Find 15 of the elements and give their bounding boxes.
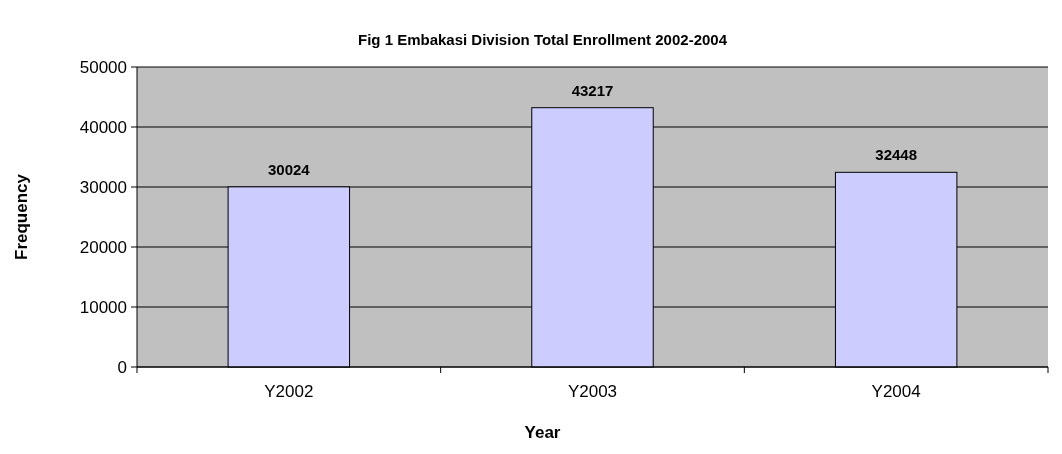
x-tick-label: Y2003: [567, 382, 618, 401]
y-tick-label: 10000: [79, 297, 127, 317]
x-axis-title: Year: [524, 423, 561, 442]
data-label: 30024: [267, 160, 311, 178]
data-label: 32448: [875, 146, 918, 164]
y-tick-label: 20000: [79, 237, 127, 257]
chart-title: Fig 1 Embakasi Division Total Enrollment 2002-2004: [357, 31, 728, 48]
x-tick-label: Y2004: [871, 382, 921, 401]
x-tick-label: Y2002: [264, 382, 314, 401]
y-axis-title: Frequency: [12, 173, 31, 260]
y-tick-label: 30000: [79, 177, 127, 197]
y-tick-label: 50000: [79, 57, 127, 77]
y-tick-label: 40000: [79, 117, 127, 137]
data-label: 43217: [571, 81, 614, 99]
y-tick-label: 0: [117, 357, 127, 377]
